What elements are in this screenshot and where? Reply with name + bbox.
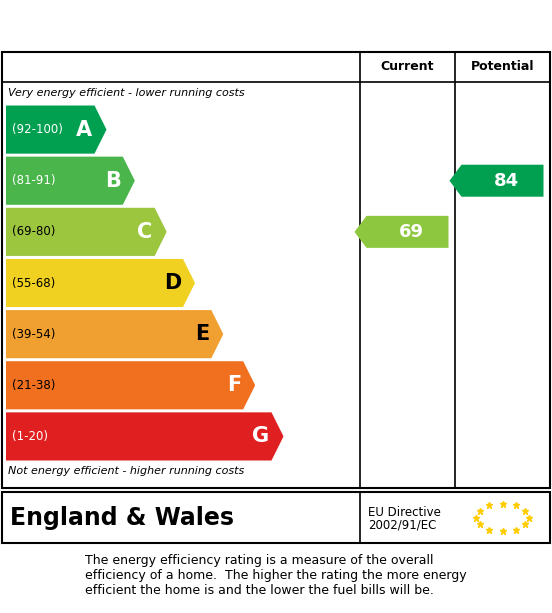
Text: Current: Current bbox=[381, 59, 434, 72]
Text: 69: 69 bbox=[399, 223, 424, 241]
Text: Very energy efficient - lower running costs: Very energy efficient - lower running co… bbox=[8, 88, 245, 98]
Text: Not energy efficient - higher running costs: Not energy efficient - higher running co… bbox=[8, 466, 244, 476]
Text: 2002/91/EC: 2002/91/EC bbox=[368, 519, 437, 532]
Polygon shape bbox=[6, 413, 284, 460]
Text: Energy Efficiency Rating: Energy Efficiency Rating bbox=[17, 13, 362, 37]
Polygon shape bbox=[6, 259, 195, 307]
Text: (55-68): (55-68) bbox=[12, 276, 55, 289]
Polygon shape bbox=[354, 216, 448, 248]
Polygon shape bbox=[6, 310, 224, 358]
Text: F: F bbox=[227, 375, 241, 395]
Text: Potential: Potential bbox=[471, 59, 534, 72]
Polygon shape bbox=[6, 208, 167, 256]
Text: England & Wales: England & Wales bbox=[10, 506, 234, 530]
Text: 84: 84 bbox=[494, 172, 519, 189]
Text: (69-80): (69-80) bbox=[12, 226, 55, 238]
Text: (1-20): (1-20) bbox=[12, 430, 48, 443]
Text: C: C bbox=[137, 222, 153, 242]
Text: EU Directive: EU Directive bbox=[368, 506, 441, 519]
Polygon shape bbox=[6, 157, 135, 205]
Text: A: A bbox=[76, 120, 93, 140]
Text: (92-100): (92-100) bbox=[12, 123, 63, 136]
Text: E: E bbox=[195, 324, 209, 344]
Text: (81-91): (81-91) bbox=[12, 174, 56, 187]
Text: G: G bbox=[252, 427, 269, 446]
Text: B: B bbox=[105, 170, 121, 191]
Text: D: D bbox=[164, 273, 181, 293]
Text: The energy efficiency rating is a measure of the overall
efficiency of a home.  : The energy efficiency rating is a measur… bbox=[85, 554, 467, 597]
Text: (21-38): (21-38) bbox=[12, 379, 55, 392]
Polygon shape bbox=[6, 361, 255, 409]
Polygon shape bbox=[449, 165, 544, 197]
Polygon shape bbox=[6, 105, 107, 154]
Text: (39-54): (39-54) bbox=[12, 327, 55, 341]
